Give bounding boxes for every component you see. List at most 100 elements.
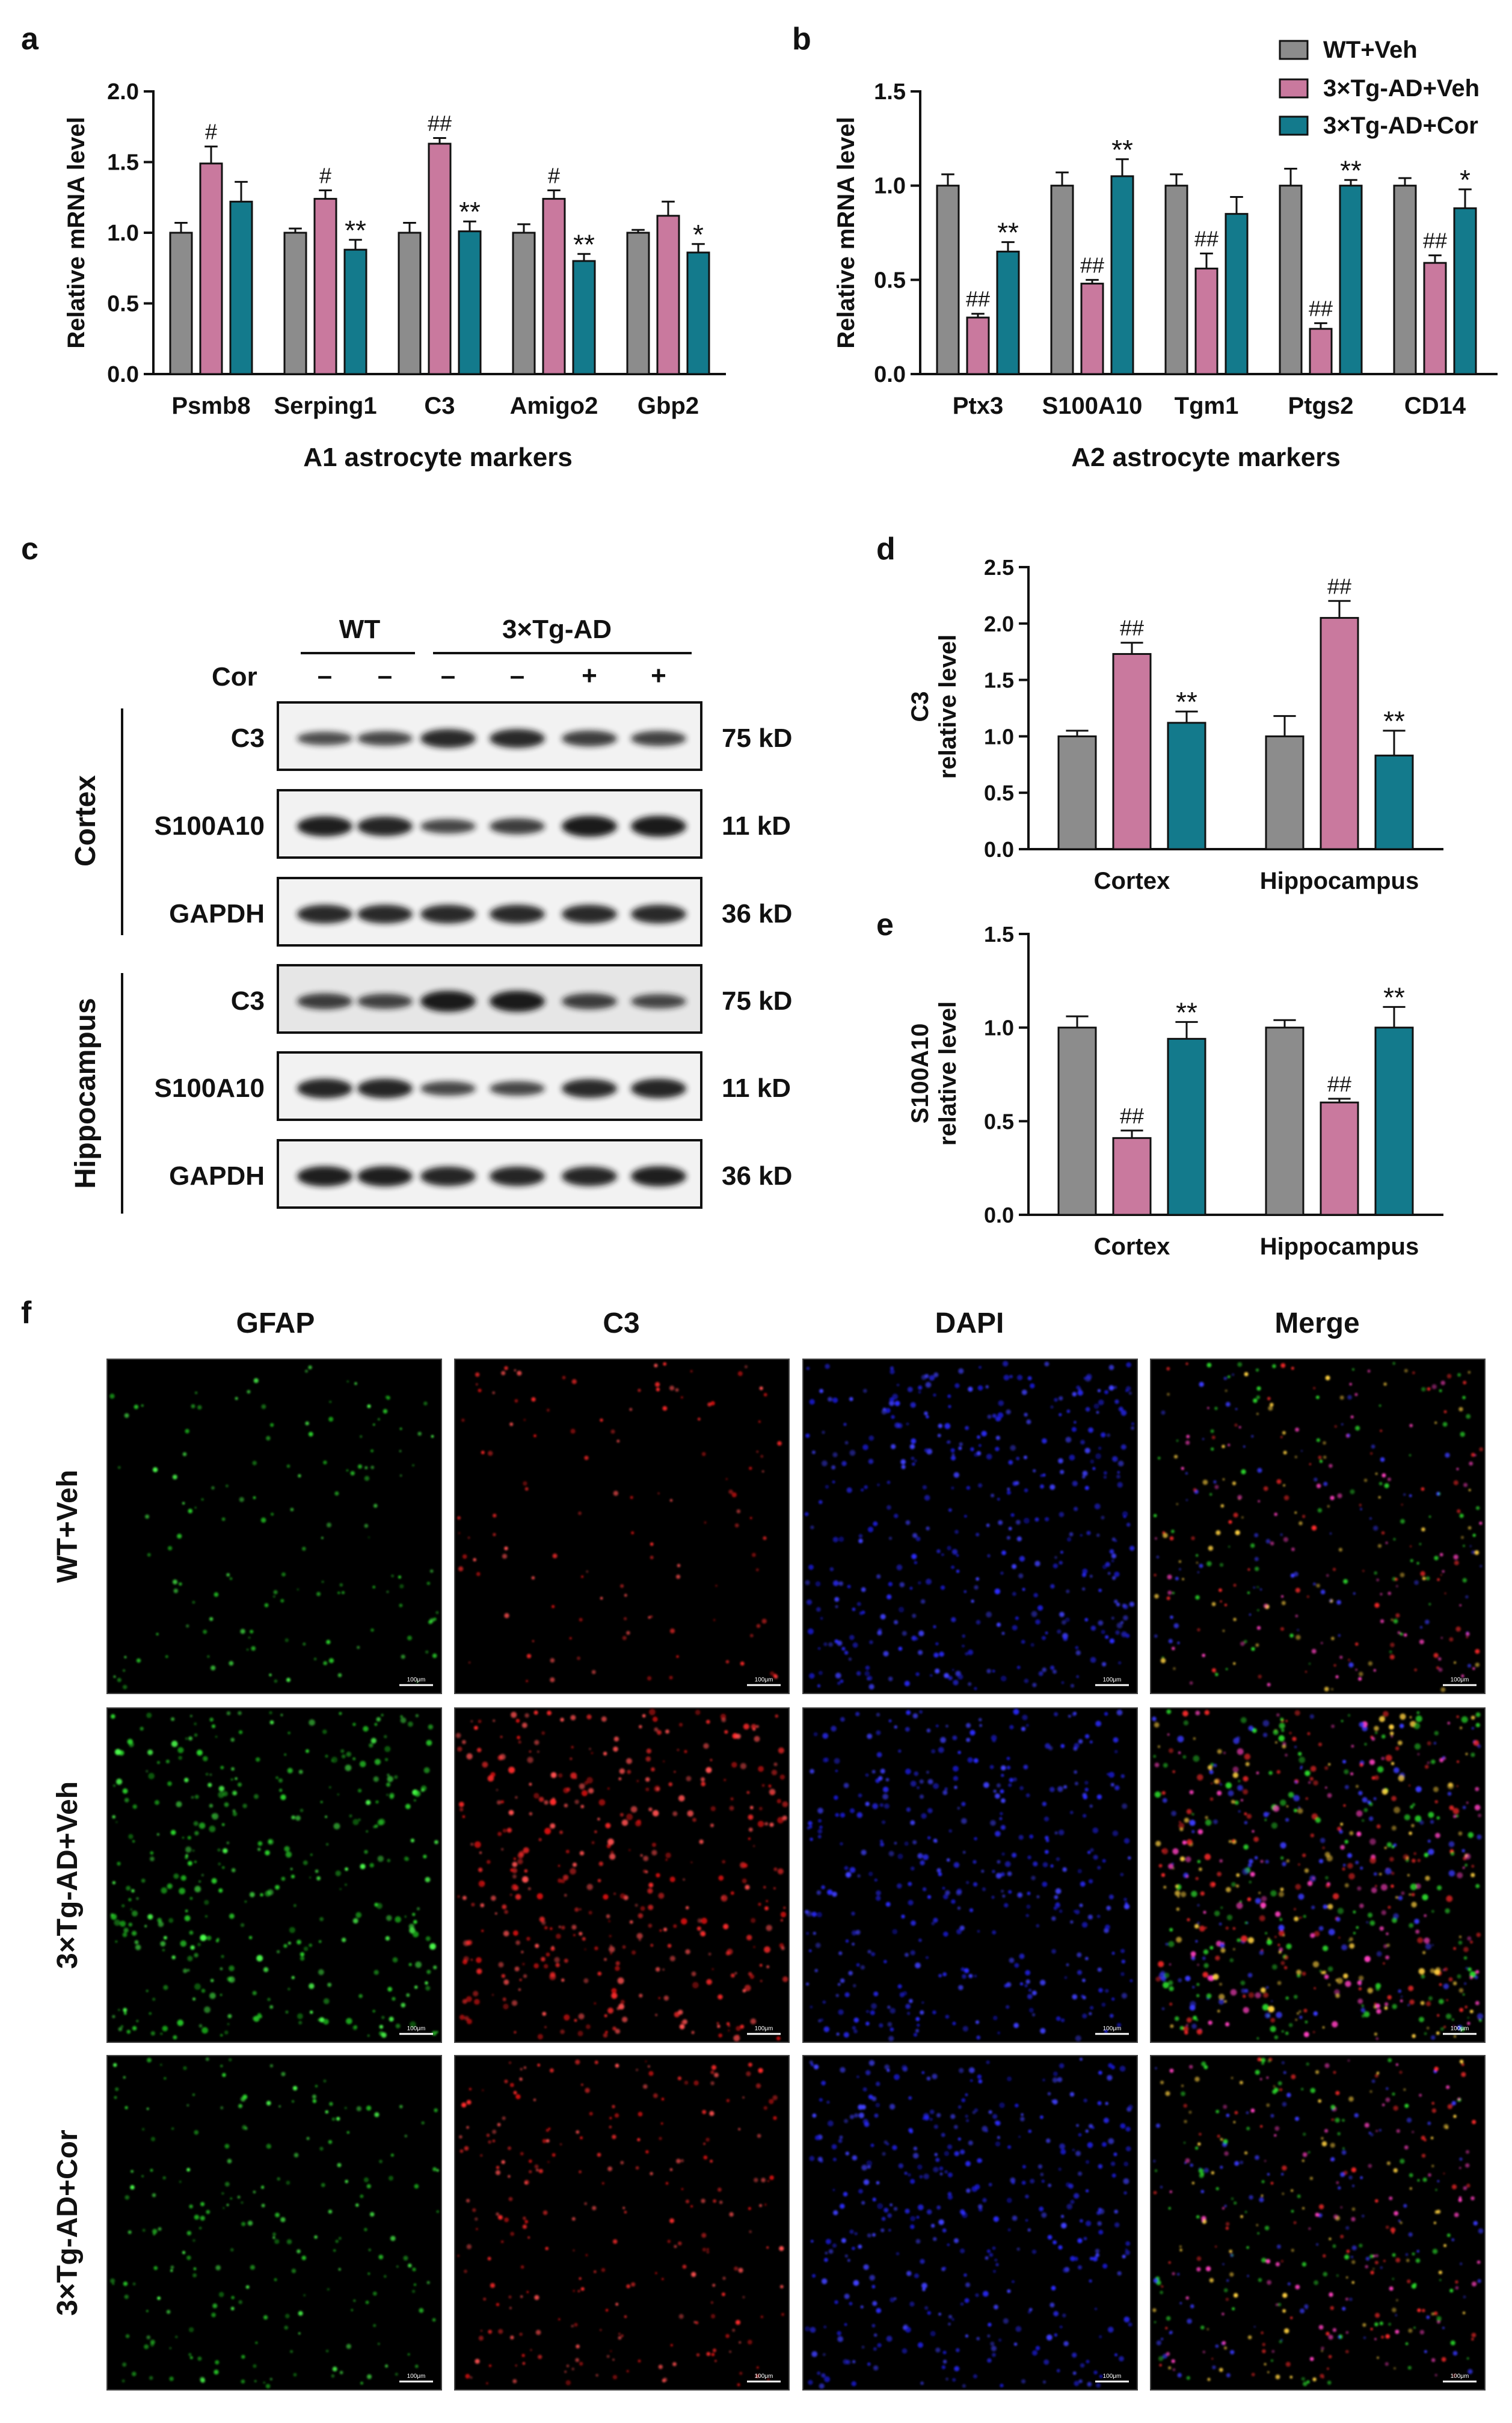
blot-band [490,729,545,748]
x-tick-label: Cortex [1094,1233,1170,1260]
bar [169,232,193,375]
micrograph-tile: 100μm [454,1707,790,2043]
blot-band [420,1166,476,1187]
y-axis-label: C3relative level [907,634,961,779]
bar [313,198,337,375]
blot-section-hippocampus: Hippocampus [70,998,102,1188]
y-tick-label: 0.5 [984,781,1014,805]
y-tick-label: 1.0 [984,724,1014,749]
blot-cor-mark: – [378,661,392,690]
bar [572,260,596,375]
blot-band [357,904,413,924]
micrograph-signal [804,1360,1135,1691]
blot-band [631,904,686,924]
y-tick-label: 0.5 [984,1109,1014,1134]
significance-mark: # [319,164,331,188]
bar [1265,735,1305,850]
micrograph-image [1150,1359,1486,1694]
panel-label-e: e [876,907,894,942]
scale-bar-label: 100μm [1103,2025,1122,2032]
blot-group-tg: 3×Tg-AD [502,615,612,644]
bar [686,251,710,375]
micrograph-signal [455,1709,788,2042]
blot-band [631,815,686,837]
scale-bar-label: 100μm [1451,2025,1469,2032]
x-tick-label: Ptgs2 [1288,393,1354,419]
micrograph-tile: 100μm [454,1359,790,1694]
micro-row-label: 3×Tg-AD+Veh [52,1781,84,1969]
micrograph-grid: GFAP C3 DAPI Merge WT+Veh 3×Tg-AD+Veh 3×Tg-AD+… [52,1307,1486,2391]
legend-label-tg-cor: 3×Tg-AD+Cor [1323,112,1478,139]
significance-mark: ## [1309,296,1333,321]
significance-mark: ## [1327,574,1351,598]
bar [1164,185,1188,375]
blot-cor-mark: + [651,661,666,690]
x-tick-label: Gbp2 [638,393,699,419]
blot-band [297,816,352,837]
micrograph-signal [1154,1362,1483,1692]
micrograph-signal [110,2057,439,2389]
significance-mark: ## [1120,1104,1144,1128]
blot-protein-label: GAPDH [169,1161,265,1191]
legend: WT+Veh 3×Tg-AD+Veh 3×Tg-AD+Cor [1279,37,1480,139]
blot-band [297,1078,352,1099]
blot-band [357,731,413,746]
blot-size-label: 11 kD [722,1073,791,1103]
bar [398,232,422,375]
significance-mark: ** [1176,997,1197,1028]
micro-row-label: 3×Tg-AD+Cor [52,2130,84,2315]
bar [1080,283,1104,375]
bar [1320,616,1359,850]
legend-swatch-tg-veh [1279,78,1309,99]
x-tick-label: Serping1 [274,393,376,419]
scale-bar-label: 100μm [1103,2373,1122,2380]
blot-cor-mark: – [510,661,524,690]
micrograph-image [454,1359,790,1694]
significance-mark: ** [1383,705,1405,737]
bar [1050,185,1074,375]
x-tick-label: Tgm1 [1175,393,1239,419]
bar [1057,1027,1097,1216]
bar [1112,653,1152,850]
bar [1309,328,1333,375]
panel-label-a: a [21,22,39,57]
bar [1194,268,1219,375]
micrograph-signal [109,1365,439,1689]
blot-band [490,818,545,835]
chart-b: 0.0 0.5 1.0 1.5 Relative mRNA level ## ** Ptx3 #… [833,79,1498,472]
blot-protein-label: S100A10 [155,811,265,841]
y-axis-label: Relative mRNA level [833,117,859,348]
micrograph-tile: 100μm [454,2055,790,2391]
blot-band [297,904,352,924]
panel-label-b: b [792,22,811,57]
micrograph-image [1150,1707,1486,2043]
blot-band [420,729,476,748]
bar [542,198,566,375]
blot-band [631,1078,686,1099]
micrograph-tile: 100μm [1150,2055,1486,2391]
y-tick-label: 1.0 [874,174,906,199]
micro-row-label: WT+Veh [52,1470,84,1583]
blot-band [490,990,545,1012]
blot-band [631,1166,686,1187]
blot-cor-label: Cor [212,662,257,692]
micrograph-tile: 100μm [1150,1707,1486,2043]
blot-band [420,819,476,834]
y-tick-label: 1.0 [107,221,139,246]
blot-band [562,904,617,924]
y-tick-label: 0.0 [874,362,906,387]
micrograph-signal [805,1709,1133,2042]
x-tick-label: S100A10 [1042,393,1143,419]
micrograph-tile: 100μm [1150,1359,1486,1694]
micrograph-tile: 100μm [802,1707,1138,2043]
significance-mark: ## [1120,616,1144,640]
scale-bar-label: 100μm [755,1677,773,1683]
blot-band [562,730,617,747]
bar [996,250,1020,375]
significance-mark: # [548,164,560,188]
chart-d: 0.0 0.5 1.0 1.5 2.0 2.5 C3relative level ## ** Co… [907,555,1443,894]
micrograph-tile: 100μm [106,1707,442,2043]
significance-mark: ## [966,287,990,312]
bar [1279,185,1303,375]
blot-band [490,1166,545,1187]
